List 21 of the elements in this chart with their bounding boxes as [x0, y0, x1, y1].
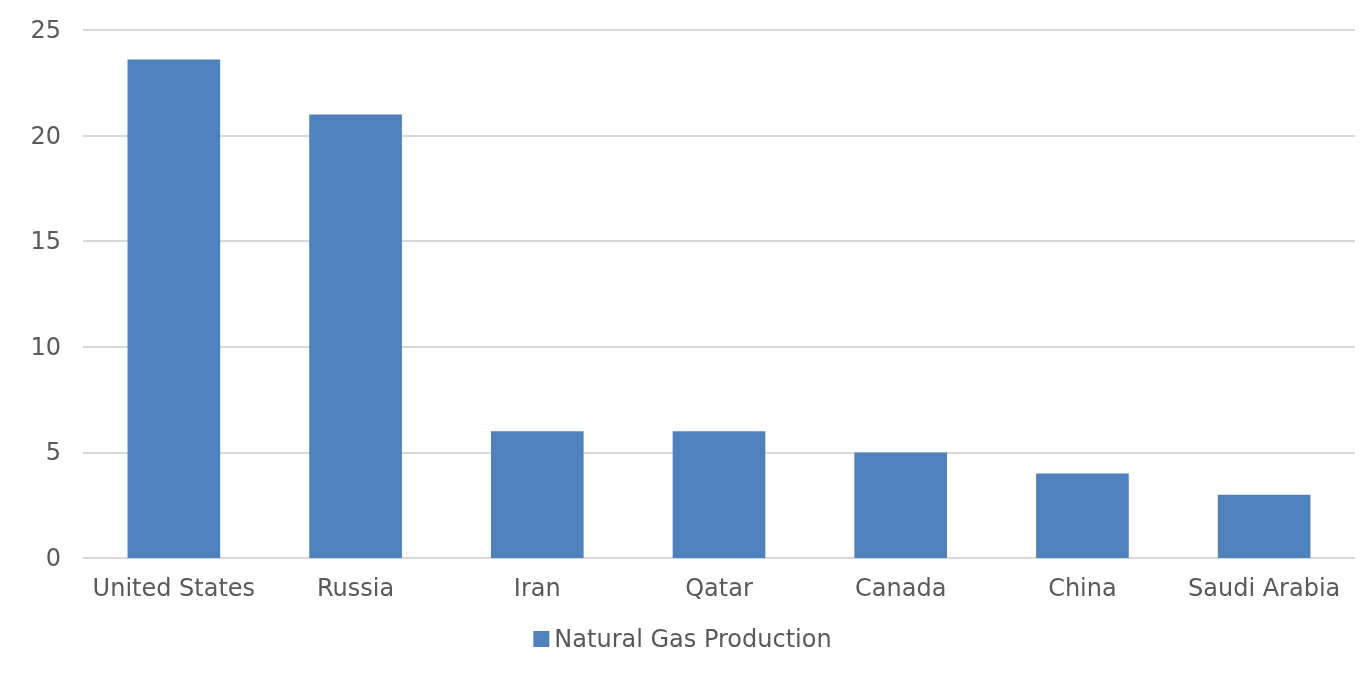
bar: [854, 452, 948, 558]
y-tick-label: 25: [30, 16, 61, 44]
x-tick-label: Canada: [855, 574, 947, 602]
bar: [1217, 494, 1311, 558]
bar: [490, 431, 584, 558]
bar: [672, 431, 766, 558]
x-tick-label: United States: [92, 574, 256, 602]
x-tick-label: Qatar: [685, 574, 753, 602]
y-tick-label: 10: [30, 332, 61, 361]
x-tick-label: Russia: [316, 574, 395, 602]
x-tick-label: China: [1048, 574, 1117, 602]
y-tick-label: 20: [30, 121, 61, 150]
bar: [309, 114, 402, 558]
bar: [127, 59, 221, 558]
bar: [1036, 473, 1129, 558]
x-tick-label: Saudi Arabia: [1187, 574, 1341, 602]
y-tick-label: 5: [45, 438, 61, 467]
y-tick-label: 0: [45, 544, 61, 572]
y-tick-label: 15: [30, 227, 61, 256]
legend-label: Natural Gas Production: [554, 625, 832, 653]
x-tick-label: Iran: [513, 574, 561, 602]
